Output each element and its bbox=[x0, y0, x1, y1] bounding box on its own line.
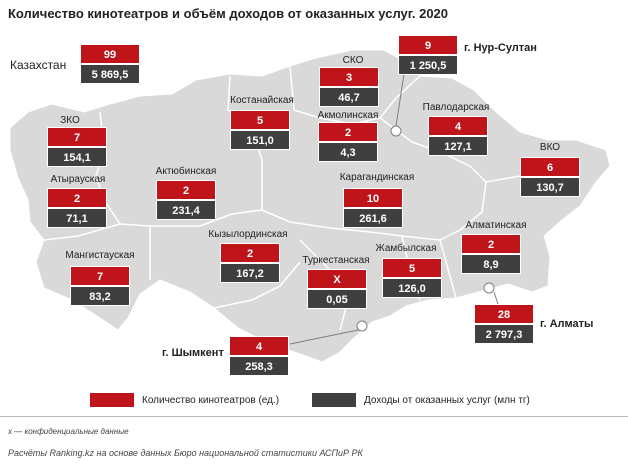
region-label-turkestan: Туркестанская bbox=[302, 255, 370, 266]
legend-label-revenue: Доходы от оказанных услуг (млн тг) bbox=[364, 394, 530, 406]
revenue-value: 4,3 bbox=[318, 142, 378, 162]
region-label-almaty-region: Алматинская bbox=[465, 220, 527, 231]
nur-sultan-marker bbox=[390, 125, 402, 137]
almaty-marker bbox=[483, 282, 495, 294]
region-label-vko: ВКО bbox=[539, 142, 561, 153]
count-value: 7 bbox=[47, 127, 107, 147]
count-value: 4 bbox=[428, 116, 488, 136]
count-value: 2 bbox=[156, 180, 216, 200]
region-badge-nur-sultan: 9 1 250,5 bbox=[398, 35, 458, 75]
region-badge-turkestan: Х 0,05 bbox=[307, 269, 367, 309]
revenue-value: 8,9 bbox=[461, 254, 521, 274]
region-badge-shymkent: 4 258,3 bbox=[229, 336, 289, 376]
legend-label-count: Количество кинотеатров (ед.) bbox=[142, 394, 280, 406]
count-value: 7 bbox=[70, 266, 130, 286]
revenue-value: 2 797,3 bbox=[474, 324, 534, 344]
city-label-shymkent: г. Шымкент bbox=[162, 347, 224, 359]
region-label-akmola: Акмолинская bbox=[317, 110, 379, 121]
region-badge-kostanay: 5 151,0 bbox=[230, 110, 290, 150]
region-badge-sko: 3 46,7 bbox=[319, 67, 379, 107]
count-value: 5 bbox=[230, 110, 290, 130]
count-value: 2 bbox=[461, 234, 521, 254]
revenue-value: 126,0 bbox=[382, 278, 442, 298]
count-value: 99 bbox=[80, 44, 140, 64]
region-label-zhambyl: Жамбылская bbox=[375, 243, 437, 254]
city-markers bbox=[356, 125, 495, 332]
region-badge-karaganda: 10 261,6 bbox=[343, 188, 403, 228]
region-badge-kyzylorda: 2 167,2 bbox=[220, 243, 280, 283]
region-label-pavlodar: Павлодарская bbox=[422, 102, 490, 113]
source-note: Расчёты Ranking.kz на основе данных Бюро… bbox=[8, 448, 363, 458]
region-badge-atyrau: 2 71,1 bbox=[47, 188, 107, 228]
revenue-value: 0,05 bbox=[307, 289, 367, 309]
count-value: 4 bbox=[229, 336, 289, 356]
city-label-nur-sultan: г. Нур-Султан bbox=[464, 42, 537, 54]
revenue-value: 151,0 bbox=[230, 130, 290, 150]
region-badge-zhambyl: 5 126,0 bbox=[382, 258, 442, 298]
region-label-atyrau: Атырауская bbox=[50, 174, 106, 185]
revenue-value: 46,7 bbox=[319, 87, 379, 107]
revenue-value: 167,2 bbox=[220, 263, 280, 283]
region-label-karaganda: Карагандинская bbox=[339, 172, 415, 183]
revenue-value: 231,4 bbox=[156, 200, 216, 220]
count-value: 2 bbox=[318, 122, 378, 142]
region-badge-zko: 7 154,1 bbox=[47, 127, 107, 167]
count-value: 5 bbox=[382, 258, 442, 278]
revenue-value: 127,1 bbox=[428, 136, 488, 156]
revenue-value: 1 250,5 bbox=[398, 55, 458, 75]
shymkent-marker bbox=[356, 320, 368, 332]
city-label-almaty: г. Алматы bbox=[540, 318, 594, 330]
revenue-value: 261,6 bbox=[343, 208, 403, 228]
legend-swatch-revenue bbox=[312, 393, 356, 407]
region-label-kyzylorda: Кызылординская bbox=[208, 229, 288, 240]
region-label-kostanay: Костанайская bbox=[230, 95, 294, 106]
region-badge-aktobe: 2 231,4 bbox=[156, 180, 216, 220]
region-badge-akmola: 2 4,3 bbox=[318, 122, 378, 162]
count-value: 3 bbox=[319, 67, 379, 87]
divider bbox=[0, 416, 628, 417]
chart-title: Количество кинотеатров и объём доходов о… bbox=[8, 6, 449, 21]
footnote: х — конфиденциальные данные bbox=[8, 427, 129, 436]
region-badge-almaty-region: 2 8,9 bbox=[461, 234, 521, 274]
revenue-value: 83,2 bbox=[70, 286, 130, 306]
revenue-value: 71,1 bbox=[47, 208, 107, 228]
count-value: 28 bbox=[474, 304, 534, 324]
count-value: Х bbox=[307, 269, 367, 289]
region-badge-vko: 6 130,7 bbox=[520, 157, 580, 197]
region-badge-pavlodar: 4 127,1 bbox=[428, 116, 488, 156]
revenue-value: 258,3 bbox=[229, 356, 289, 376]
region-badge-kazakhstan: 99 5 869,5 bbox=[80, 44, 140, 84]
region-badge-almaty-city: 28 2 797,3 bbox=[474, 304, 534, 344]
revenue-value: 154,1 bbox=[47, 147, 107, 167]
region-label-sko: СКО bbox=[342, 55, 364, 66]
region-label-aktobe: Актюбинская bbox=[155, 166, 217, 177]
region-badge-mangistau: 7 83,2 bbox=[70, 266, 130, 306]
region-label-kazakhstan: Казахстан bbox=[10, 58, 67, 72]
region-label-zko: ЗКО bbox=[60, 115, 80, 126]
region-label-mangistau: Мангистауская bbox=[65, 250, 135, 261]
count-value: 6 bbox=[520, 157, 580, 177]
legend-count: Количество кинотеатров (ед.) bbox=[90, 393, 279, 407]
count-value: 2 bbox=[220, 243, 280, 263]
legend-swatch-count bbox=[90, 393, 134, 407]
count-value: 10 bbox=[343, 188, 403, 208]
count-value: 2 bbox=[47, 188, 107, 208]
legend-revenue: Доходы от оказанных услуг (млн тг) bbox=[312, 393, 530, 407]
count-value: 9 bbox=[398, 35, 458, 55]
revenue-value: 5 869,5 bbox=[80, 64, 140, 84]
revenue-value: 130,7 bbox=[520, 177, 580, 197]
